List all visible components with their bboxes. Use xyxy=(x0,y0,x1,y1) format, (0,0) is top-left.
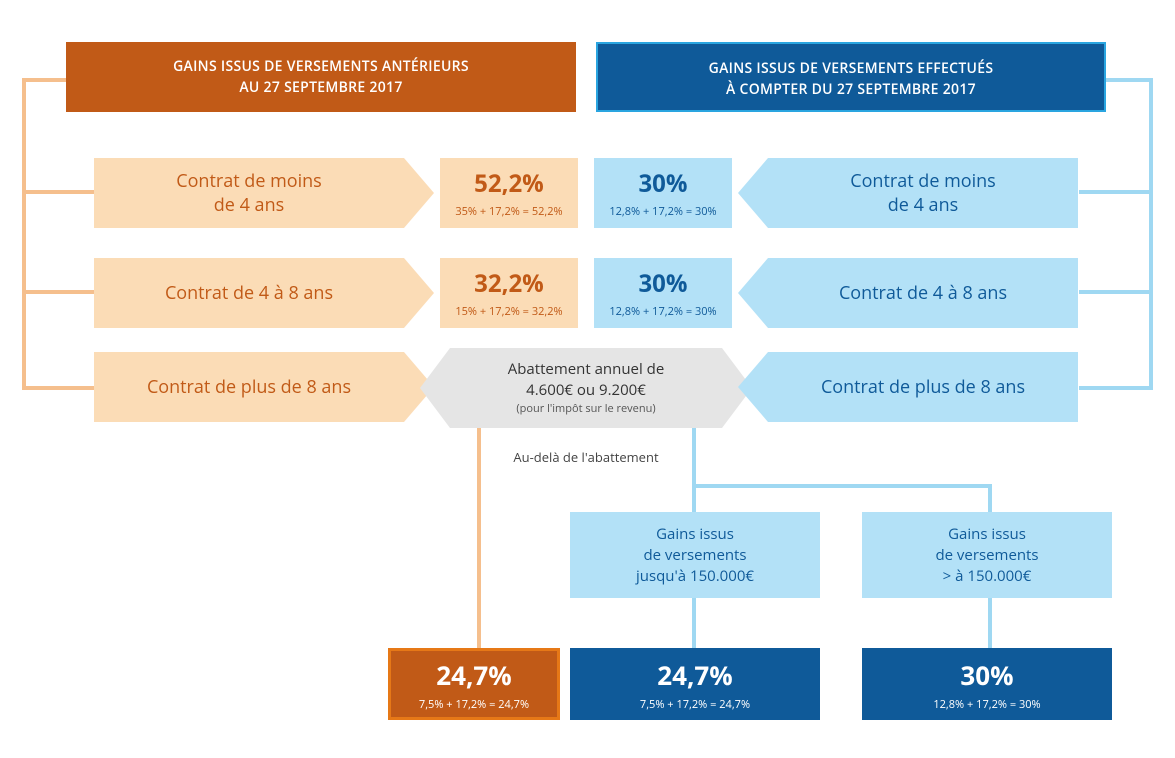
blue-horiz-connector xyxy=(692,484,992,488)
right-row3-label: Contrat de plus de 8 ans xyxy=(768,352,1078,422)
left-connector-h1 xyxy=(22,190,96,194)
final-blue2-sub: 12,8% + 17,2% = 30% xyxy=(862,697,1112,712)
left-row3-label: Contrat de plus de 8 ans xyxy=(94,352,404,422)
bottom-right150: Gains issus de versements > à 150.000€ xyxy=(862,512,1112,598)
blue-down-connector1 xyxy=(692,428,696,484)
right-row2-rate-big: 30% xyxy=(638,267,687,300)
left-connector-vertical xyxy=(22,78,26,388)
header-left: GAINS ISSUS DE VERSEMENTS ANTÉRIEURS AU … xyxy=(66,42,576,112)
bottom-right150-l1: Gains issus xyxy=(862,524,1112,545)
bottom-left150-l3: jusqu'à 150.000€ xyxy=(570,566,820,587)
final-blue1-rate: 24,7% xyxy=(570,657,820,693)
right-connector-h1 xyxy=(1079,190,1153,194)
left-row1-label: Contrat de moins de 4 ans xyxy=(94,158,404,228)
right-connector-h2 xyxy=(1079,290,1153,294)
header-right-l2: À COMPTER DU 27 SEPTEMBRE 2017 xyxy=(726,80,976,99)
right-connector-h0 xyxy=(1105,78,1153,82)
right-row2-rate-sub: 12,8% + 17,2% = 30% xyxy=(609,304,716,319)
left-row1-rate: 52,2% 35% + 17,2% = 52,2% xyxy=(440,158,578,228)
right-row2-label-text: Contrat de 4 à 8 ans xyxy=(839,281,1007,305)
final-orange: 24,7% 7,5% + 17,2% = 24,7% xyxy=(388,648,560,720)
final-blue2-rate: 30% xyxy=(862,657,1112,693)
right-row3-label-text: Contrat de plus de 8 ans xyxy=(821,375,1025,399)
left-row2-rate-sub: 15% + 17,2% = 32,2% xyxy=(455,304,562,319)
bottom-right150-l2: de versements xyxy=(862,545,1112,566)
left-row1-rate-sub: 35% + 17,2% = 52,2% xyxy=(455,204,562,219)
bottom-left150-l1: Gains issus xyxy=(570,524,820,545)
bottom-left150: Gains issus de versements jusqu'à 150.00… xyxy=(570,512,820,598)
right-row1-rate-big: 30% xyxy=(638,167,687,200)
left-row2-label: Contrat de 4 à 8 ans xyxy=(94,258,404,328)
blue-down-connector4 xyxy=(692,598,696,650)
right-row1-rate-sub: 12,8% + 17,2% = 30% xyxy=(609,204,716,219)
right-row2-label: Contrat de 4 à 8 ans xyxy=(768,258,1078,328)
bottom-left150-l2: de versements xyxy=(570,545,820,566)
right-row1-label-l1: Contrat de moins xyxy=(850,169,996,193)
final-blue1-sub: 7,5% + 17,2% = 24,7% xyxy=(570,697,820,712)
abattement-l2: 4.600€ ou 9.200€ xyxy=(450,380,722,401)
abattement-l1: Abattement annuel de xyxy=(450,359,722,380)
left-row2-rate: 32,2% 15% + 17,2% = 32,2% xyxy=(440,258,578,328)
orange-down-connector xyxy=(477,428,481,650)
final-orange-sub: 7,5% + 17,2% = 24,7% xyxy=(391,697,557,712)
right-row1-rate: 30% 12,8% + 17,2% = 30% xyxy=(594,158,732,228)
header-right: GAINS ISSUS DE VERSEMENTS EFFECTUÉS À CO… xyxy=(596,42,1106,112)
left-connector-h3 xyxy=(22,386,96,390)
left-row1-rate-big: 52,2% xyxy=(474,167,544,200)
right-connector-vertical xyxy=(1149,78,1153,388)
right-row1-label-l2: de 4 ans xyxy=(888,193,958,217)
blue-down-connector5 xyxy=(988,598,992,650)
left-row2-rate-big: 32,2% xyxy=(474,267,544,300)
right-row1-label: Contrat de moins de 4 ans xyxy=(768,158,1078,228)
final-blue1: 24,7% 7,5% + 17,2% = 24,7% xyxy=(570,648,820,720)
left-row2-label-text: Contrat de 4 à 8 ans xyxy=(165,281,333,305)
audela-text: Au-delà de l'abattement xyxy=(445,448,727,466)
final-blue2: 30% 12,8% + 17,2% = 30% xyxy=(862,648,1112,720)
left-connector-h2 xyxy=(22,290,96,294)
left-row1-label-l2: de 4 ans xyxy=(214,193,284,217)
blue-down-connector2 xyxy=(692,484,696,514)
right-row2-rate: 30% 12,8% + 17,2% = 30% xyxy=(594,258,732,328)
left-row3-label-text: Contrat de plus de 8 ans xyxy=(147,375,351,399)
abattement-sub: (pour l'impôt sur le revenu) xyxy=(450,401,722,416)
header-left-l2: AU 27 SEPTEMBRE 2017 xyxy=(239,78,402,97)
final-orange-rate: 24,7% xyxy=(391,657,557,693)
blue-down-connector3 xyxy=(988,484,992,514)
header-right-l1: GAINS ISSUS DE VERSEMENTS EFFECTUÉS xyxy=(709,59,994,78)
header-left-l1: GAINS ISSUS DE VERSEMENTS ANTÉRIEURS xyxy=(173,57,469,76)
bottom-right150-l3: > à 150.000€ xyxy=(862,566,1112,587)
left-connector-h0 xyxy=(22,78,70,82)
abattement-box: Abattement annuel de 4.600€ ou 9.200€ (p… xyxy=(450,348,722,428)
right-connector-h3 xyxy=(1079,386,1153,390)
left-row1-label-l1: Contrat de moins xyxy=(176,169,322,193)
